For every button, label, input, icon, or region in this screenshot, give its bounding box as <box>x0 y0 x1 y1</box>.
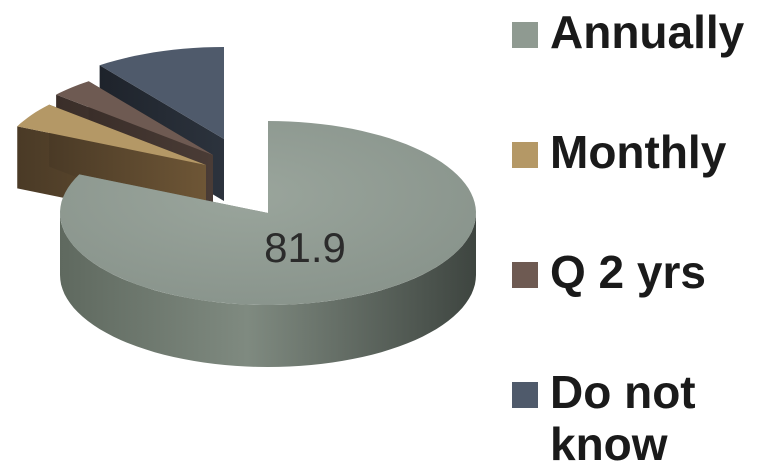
legend-swatch-monthly <box>512 142 538 168</box>
pie-slice-annually <box>60 121 476 367</box>
legend-swatch-annually <box>512 22 538 48</box>
legend-swatch-do-not-know <box>512 382 538 408</box>
legend-label-monthly: Monthly <box>550 126 727 178</box>
data-label-annually: 81.9 <box>264 224 346 271</box>
legend-label-do-not-know: Do not know <box>550 366 696 470</box>
pie-slice-side-annually <box>60 213 476 367</box>
legend-label-annually: Annually <box>550 6 745 58</box>
pie-slice-top-annually <box>60 121 476 305</box>
legend-item-annually: Annually <box>512 6 755 58</box>
pie-slice-top-q2yrs <box>56 81 213 155</box>
legend-item-monthly: Monthly <box>512 126 755 178</box>
legend-item-do-not-know: Do not know <box>512 366 755 470</box>
pie-slice-top-do-not-know <box>99 47 224 139</box>
legend-label-q2yrs: Q 2 yrs <box>550 246 706 298</box>
legend-item-q2yrs: Q 2 yrs <box>512 246 755 298</box>
pie-slice-top-monthly <box>17 104 207 165</box>
legend-swatch-q2yrs <box>512 262 538 288</box>
